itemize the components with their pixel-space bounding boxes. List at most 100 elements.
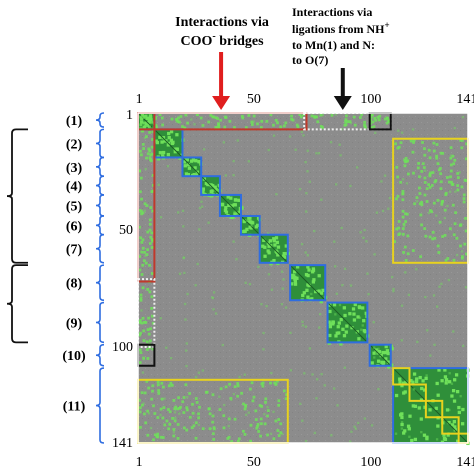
interaction-dot [452, 258, 456, 262]
interaction-dot [166, 165, 170, 168]
interaction-dot [425, 187, 429, 191]
interaction-dot [310, 292, 313, 296]
interaction-dot [366, 272, 369, 275]
interaction-dot [167, 131, 171, 136]
interaction-dot [157, 391, 161, 395]
interaction-dot [332, 303, 337, 307]
interaction-dot [146, 328, 150, 332]
interaction-dot [455, 236, 459, 240]
interaction-dot [419, 213, 423, 217]
interaction-dot [256, 216, 261, 220]
interaction-dot [460, 256, 464, 260]
interaction-dot [327, 320, 331, 324]
interaction-dot [144, 261, 148, 265]
interaction-dot [182, 256, 185, 260]
interaction-dot [157, 389, 161, 392]
interaction-dot [456, 184, 460, 187]
interaction-dot [242, 402, 245, 406]
interaction-dot [336, 325, 340, 329]
interaction-dot [156, 380, 160, 384]
interaction-dot [392, 287, 395, 291]
interaction-dot [304, 273, 309, 277]
bottom-tick-label: 50 [247, 455, 261, 470]
interaction-dot [197, 416, 201, 420]
interaction-dot [355, 166, 359, 169]
interaction-dot [139, 298, 143, 302]
interaction-dot [232, 174, 235, 177]
interaction-dot [333, 240, 336, 243]
block-diagonal [182, 157, 202, 177]
interaction-dot [140, 240, 144, 244]
interaction-dot [405, 182, 409, 185]
interaction-dot [151, 183, 155, 187]
interaction-dot [250, 123, 254, 126]
diagonal-block [441, 416, 460, 435]
interaction-dot [213, 185, 217, 189]
interaction-dot [172, 428, 176, 431]
interaction-dot [301, 320, 304, 324]
diagonal-block [368, 343, 392, 367]
interaction-dot [161, 416, 165, 420]
interaction-dot [419, 255, 422, 259]
interaction-dot [140, 321, 144, 325]
interaction-dot [228, 382, 232, 386]
interaction-dot [148, 263, 151, 267]
interaction-dot [138, 333, 142, 337]
interaction-dot [370, 361, 374, 365]
interaction-dot [396, 194, 400, 198]
interaction-dot [141, 263, 145, 267]
block-diagonal [200, 175, 221, 196]
interaction-dot [463, 242, 467, 246]
block-diagonal [219, 194, 242, 217]
interaction-dot [201, 124, 205, 127]
interaction-dot [192, 173, 196, 177]
interaction-dot [211, 296, 215, 300]
interaction-dot [158, 135, 162, 139]
interaction-dot [172, 431, 176, 434]
interaction-dot [148, 222, 152, 226]
diagonal-block [218, 193, 242, 217]
interaction-dot [204, 390, 208, 394]
interaction-dot [181, 209, 185, 213]
interaction-dot [266, 433, 269, 437]
interaction-dot [147, 332, 151, 336]
interaction-dot [305, 288, 309, 292]
interaction-dot [296, 125, 300, 129]
interaction-dot [263, 422, 267, 426]
interaction-dot [304, 439, 308, 443]
interaction-dot [378, 351, 382, 354]
interaction-dot [313, 115, 317, 119]
interaction-dot [145, 204, 149, 207]
interaction-dot [242, 219, 246, 224]
interaction-dot [411, 380, 415, 384]
interaction-dot [282, 251, 286, 256]
interaction-dot [400, 131, 404, 134]
interaction-dot [186, 292, 189, 296]
interaction-dot [370, 126, 374, 129]
interaction-dot [267, 148, 270, 152]
interaction-dot [237, 437, 241, 441]
interaction-dot [207, 221, 210, 224]
group-label: (6) [66, 219, 83, 234]
interaction-dot [226, 195, 230, 199]
interaction-dot [259, 126, 263, 129]
interaction-dot [149, 327, 152, 331]
interaction-dot [449, 156, 453, 160]
interaction-dot [341, 283, 344, 287]
interaction-dot [441, 235, 445, 238]
interaction-dot [425, 374, 428, 377]
interaction-dot [142, 329, 146, 333]
interaction-dot [276, 245, 281, 249]
group-brace [95, 343, 105, 367]
interaction-dot [450, 423, 455, 427]
interaction-dot [315, 115, 319, 119]
interaction-dot [291, 118, 295, 122]
interaction-dot [295, 265, 300, 269]
interaction-dot [456, 172, 460, 175]
interaction-dot [430, 184, 434, 187]
interaction-dot [138, 225, 141, 229]
interaction-dot [404, 271, 407, 274]
interaction-dot [435, 156, 439, 160]
interaction-dot [443, 437, 448, 441]
